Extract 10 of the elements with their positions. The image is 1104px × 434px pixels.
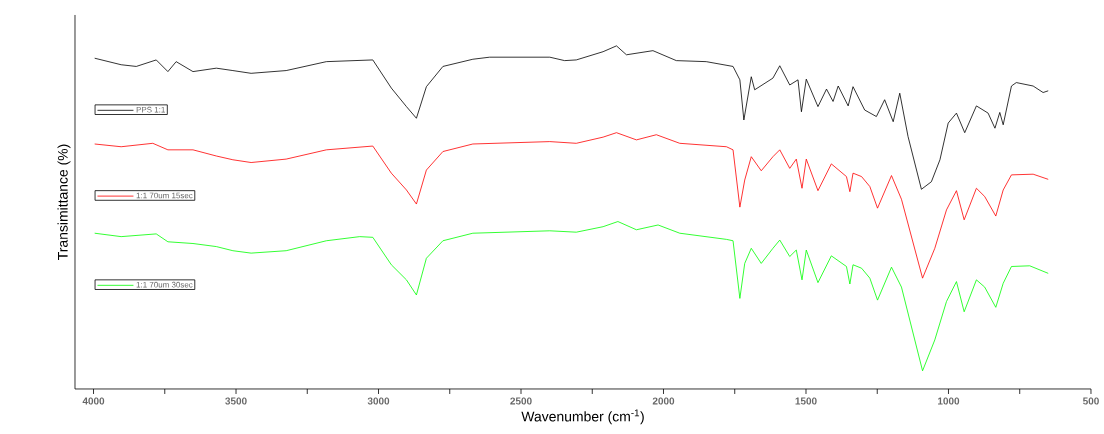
y-axis-title: Transimittance (%) (57, 144, 71, 260)
x-tick-label: 1500 (795, 397, 817, 405)
x-axis-title: Wavenumber (cm$^{-1}$) (521, 409, 644, 425)
x-tick-label: 500 (1082, 397, 1099, 405)
x-tick-label: 1000 (938, 397, 960, 405)
x-tick-label: 2500 (510, 397, 532, 405)
x-tick-label: 3000 (367, 397, 390, 405)
x-tick-label: 3500 (225, 397, 247, 405)
x-tick-label: 4000 (82, 397, 105, 405)
x-tick-label: 2000 (652, 397, 675, 405)
